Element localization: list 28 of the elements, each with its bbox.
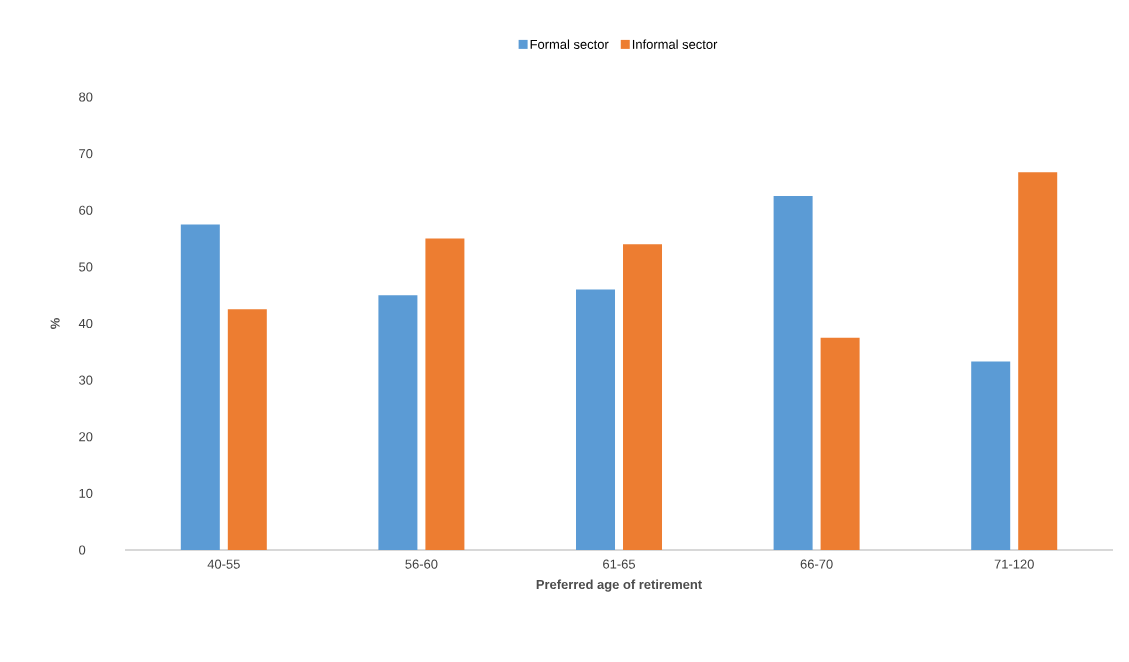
y-tick-label: 20 <box>79 432 93 442</box>
legend-label: Formal sector <box>530 39 609 49</box>
y-tick-label: 0 <box>79 545 86 555</box>
y-tick-label: 60 <box>79 205 93 215</box>
y-tick-label: 10 <box>79 488 93 498</box>
y-tick-label: 40 <box>78 318 93 329</box>
bar <box>576 289 616 550</box>
y-tick-label: 30 <box>79 375 93 385</box>
bar <box>180 224 220 550</box>
x-tick-label: 56-60 <box>405 559 438 569</box>
bar <box>820 337 860 550</box>
bar <box>227 309 267 550</box>
x-axis-title: Preferred age of retirement <box>536 579 702 592</box>
bar <box>425 238 465 550</box>
x-tick-label: 61-65 <box>603 559 636 569</box>
bar <box>378 295 418 550</box>
y-tick-label: 50 <box>79 262 93 272</box>
x-tick-label: 71-120 <box>994 559 1034 569</box>
y-axis-title: % <box>50 318 60 329</box>
y-tick-label: 70 <box>79 149 93 159</box>
y-tick-label: 80 <box>79 92 93 102</box>
bar <box>773 196 813 550</box>
bar <box>1018 172 1058 550</box>
bar <box>623 244 663 550</box>
x-tick-label: 66-70 <box>800 559 833 569</box>
legend-label: Informal sector <box>632 39 718 49</box>
x-tick-label: 40-55 <box>207 559 240 569</box>
bar <box>971 361 1011 550</box>
